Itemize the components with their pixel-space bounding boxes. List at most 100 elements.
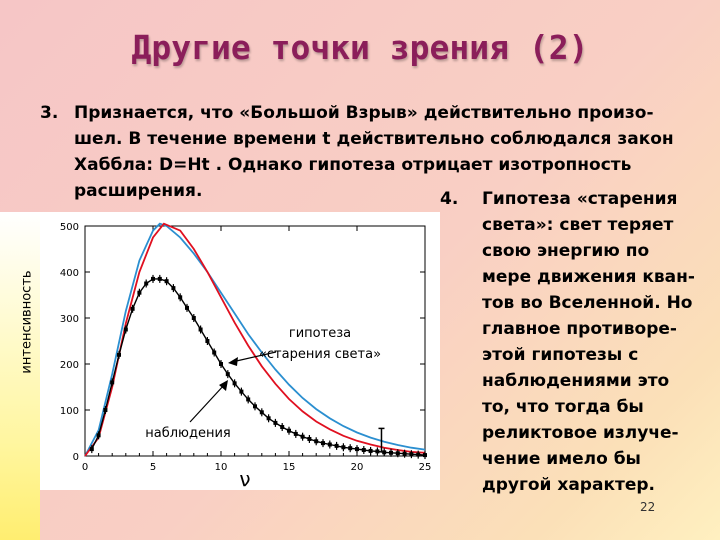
observation-point	[225, 372, 230, 377]
x-tick-label: 15	[283, 462, 296, 473]
point-3-number: 3.	[40, 103, 59, 123]
observation-point	[239, 389, 244, 394]
observation-point	[110, 380, 115, 385]
observation-point	[334, 443, 339, 448]
observation-annotation: наблюдения	[145, 426, 231, 441]
observation-point	[395, 451, 400, 456]
observation-point	[355, 447, 359, 452]
observation-point	[266, 416, 271, 421]
observation-point	[321, 441, 325, 446]
observation-point	[89, 447, 94, 452]
point-4-text: 4. Гипотеза «старения света»: свет теряе…	[440, 186, 710, 498]
point-3-line: расширения.	[74, 181, 203, 201]
observation-point	[327, 442, 332, 447]
observation-point	[423, 453, 427, 458]
observation-point	[361, 448, 366, 453]
observation-point	[164, 279, 169, 284]
y-tick-label: 200	[60, 360, 79, 371]
theory-curve	[84, 222, 426, 457]
y-tick-label: 400	[60, 268, 79, 279]
observation-point	[416, 452, 421, 457]
observation-point	[368, 448, 373, 453]
observation-point	[103, 408, 108, 412]
point-4-line: реликтовое излуче-	[482, 423, 679, 443]
observation-point	[198, 327, 203, 332]
observation-point	[273, 420, 278, 425]
observation-point	[205, 339, 210, 343]
observation-point	[246, 397, 251, 402]
observation-point	[157, 276, 162, 281]
point-4-line: мере движения кван-	[482, 267, 695, 287]
point-3-text: 3. Признается, что «Большой Взрыв» дейст…	[40, 100, 710, 204]
point-4-line: наблюдениями это	[482, 371, 670, 391]
point-3-line: Хаббла: D=Ht . Однако гипотеза отрицает …	[74, 155, 632, 175]
observation-point	[219, 362, 223, 366]
y-axis-label: интенсивность	[14, 232, 40, 412]
point-4-number: 4.	[440, 189, 459, 209]
left-decorative-strip	[0, 212, 40, 540]
observation-point	[314, 439, 319, 444]
observation-curve	[91, 278, 426, 456]
observation-point	[300, 434, 305, 439]
observation-point	[137, 290, 142, 295]
x-tick-label: 25	[419, 462, 432, 473]
observation-point	[341, 445, 346, 450]
x-tick-label: 0	[82, 462, 88, 473]
point-4-line: главное противоре-	[482, 319, 677, 339]
point-4-line: чение имело бы	[482, 449, 641, 469]
observation-point	[389, 450, 393, 455]
spectrum-chart: 0 5 10 15 20 25 0 100 200 300 400 500 ν гипотеза «стар…	[60, 222, 432, 491]
hypothesis-curve	[84, 222, 426, 457]
page-number: 22	[640, 500, 656, 514]
observation-point	[171, 286, 176, 291]
observation-arrowhead	[219, 380, 228, 391]
observation-annotation-arrow	[189, 383, 226, 423]
point-4-line: этой гипотезы с	[482, 345, 639, 365]
point-4-line: то, что тогда бы	[482, 397, 644, 417]
observation-point	[348, 446, 353, 451]
hypothesis-annotation-line-1: гипотеза	[289, 326, 351, 341]
point-4-line: тов во Вселенной. Но	[482, 293, 693, 313]
observation-point	[117, 352, 121, 357]
y-tick-label: 100	[60, 406, 79, 417]
observation-point	[185, 305, 189, 310]
x-tick-label: 5	[150, 462, 156, 473]
point-4-line: света»: свет теряет	[482, 215, 674, 235]
hypothesis-annotation-arrow	[231, 351, 277, 363]
y-tick-label: 300	[60, 314, 79, 325]
point-3-line: шел. В течение времени t действительно с…	[74, 129, 674, 149]
observation-point	[307, 436, 312, 441]
y-axis-label-text: интенсивность	[19, 270, 35, 374]
chart-panel: 0 5 10 15 20 25 0 100 200 300 400 500 ν гипотеза «стар…	[40, 212, 440, 491]
observation-point	[130, 306, 135, 311]
slide-title: Другие точки зрения (2)	[131, 28, 589, 67]
observation-point	[191, 316, 196, 320]
observation-point	[280, 425, 285, 430]
observation-point	[259, 410, 264, 415]
observation-point	[409, 452, 414, 457]
point-4-line: другой характер.	[482, 475, 655, 495]
hypothesis-annotation-line-2: «старения света»	[259, 347, 381, 362]
plot-frame	[84, 225, 426, 457]
y-tick-label: 0	[73, 452, 79, 463]
observation-point	[212, 350, 217, 355]
point-4-line: Гипотеза «старения	[482, 189, 678, 209]
observation-point	[144, 281, 149, 286]
observation-point	[123, 327, 128, 332]
x-tick-label: 10	[215, 462, 228, 473]
observation-point	[253, 404, 257, 409]
observation-point	[382, 450, 387, 455]
observation-point	[402, 451, 407, 456]
point-4-line: свою энергию по	[482, 241, 650, 261]
x-tick-label: 20	[351, 462, 364, 473]
hypothesis-arrowhead	[228, 357, 238, 366]
observation-point	[96, 433, 101, 438]
observation-point	[375, 449, 380, 454]
observation-point	[151, 276, 155, 281]
observation-point	[287, 428, 291, 433]
observation-point	[178, 295, 183, 300]
x-axis-label: ν	[239, 467, 250, 490]
observation-point	[232, 381, 237, 386]
point-3-line: Признается, что «Большой Взрыв» действит…	[74, 103, 654, 123]
observation-point	[293, 431, 298, 436]
